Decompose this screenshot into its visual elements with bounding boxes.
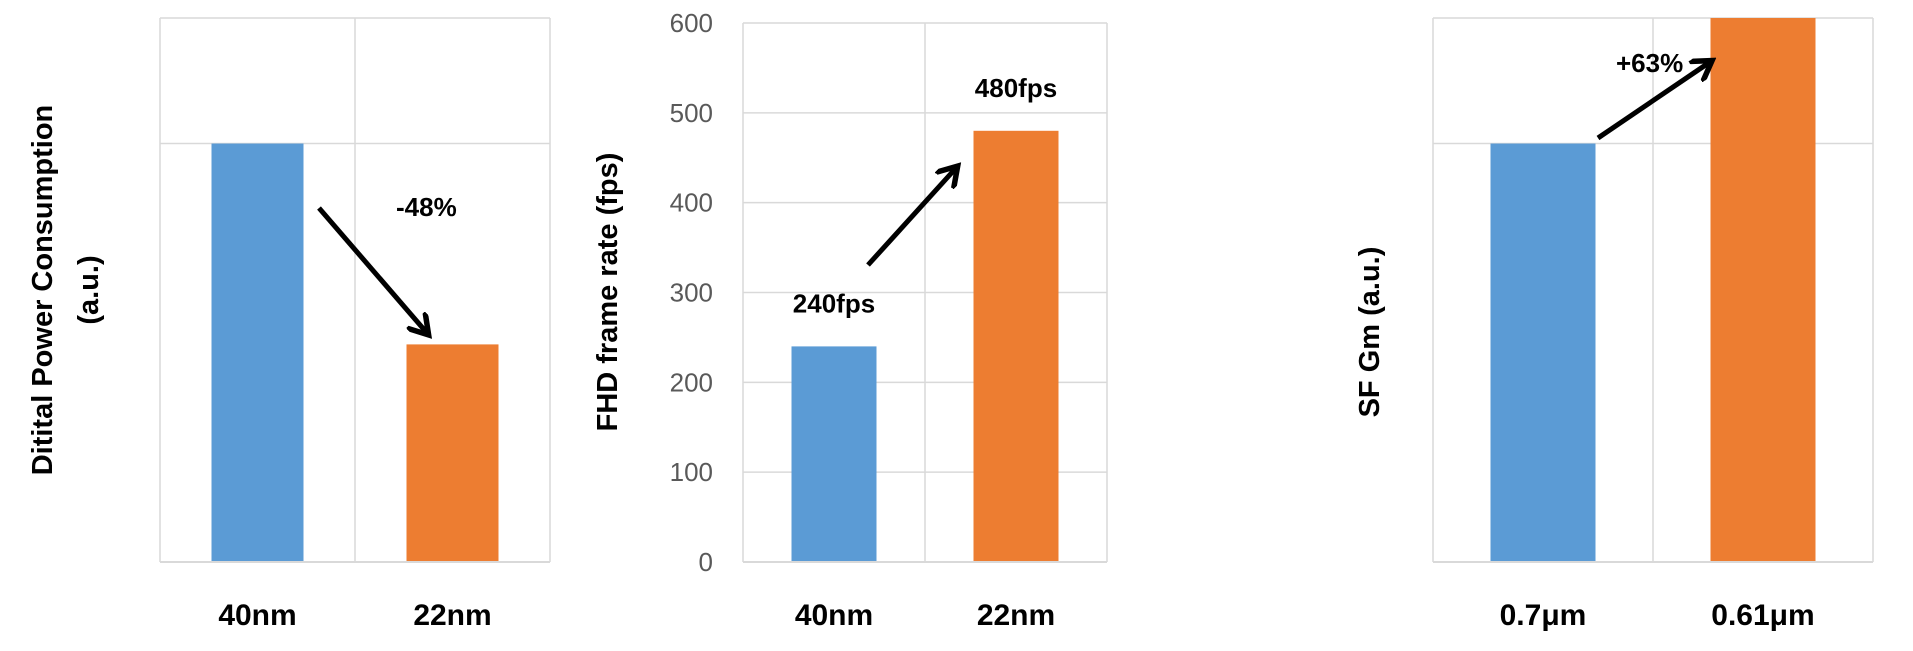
bar-data-label: 480fps	[975, 73, 1057, 103]
x-tick-label: 22nm	[413, 599, 491, 632]
y-axis-label: Ditital Power Consumption	[27, 105, 59, 476]
y-axis-label-line2: (a.u.)	[73, 255, 105, 324]
change-annotation: +63%	[1616, 48, 1683, 78]
x-tick-label: 22nm	[977, 599, 1055, 632]
y-axis-label: FHD frame rate (fps)	[592, 153, 624, 432]
chart-2: 240fps 40nm 480fps 22nm 0 100 200 300 400 500 600 F…	[592, 8, 1108, 632]
y-tick-label: 0	[699, 547, 713, 577]
bar-07m	[1490, 143, 1596, 563]
bar-40nm	[211, 143, 304, 563]
x-tick-label: 40nm	[795, 599, 873, 632]
chart-1: 40nm 22nm Ditital Power Consumption (a.u.) -…	[27, 17, 551, 632]
bar-data-label: 240fps	[793, 288, 875, 318]
y-tick-label: 500	[670, 98, 713, 128]
trend-arrow-icon	[317, 206, 427, 333]
y-tick-label: 600	[670, 8, 713, 38]
x-tick-label: 0.7μm	[1500, 599, 1587, 632]
bar-40nm	[791, 346, 877, 562]
y-tick-label: 400	[670, 188, 713, 218]
y-axis-label: SF Gm (a.u.)	[1354, 247, 1386, 418]
x-tick-label: 40nm	[218, 599, 296, 632]
trend-arrow-icon	[1596, 62, 1710, 141]
bar-22nm	[406, 344, 499, 562]
trend-arrow-icon	[866, 168, 956, 267]
chart-3: 0.7μm 0.61μm SF Gm (a.u.) +63%	[1354, 17, 1874, 632]
y-tick-label: 200	[670, 367, 713, 397]
x-tick-label: 0.61μm	[1711, 599, 1814, 632]
y-tick-label: 100	[670, 457, 713, 487]
bar-061m	[1710, 18, 1816, 562]
y-tick-label: 300	[670, 278, 713, 308]
bar-22nm	[973, 130, 1059, 563]
change-annotation: -48%	[396, 192, 457, 222]
